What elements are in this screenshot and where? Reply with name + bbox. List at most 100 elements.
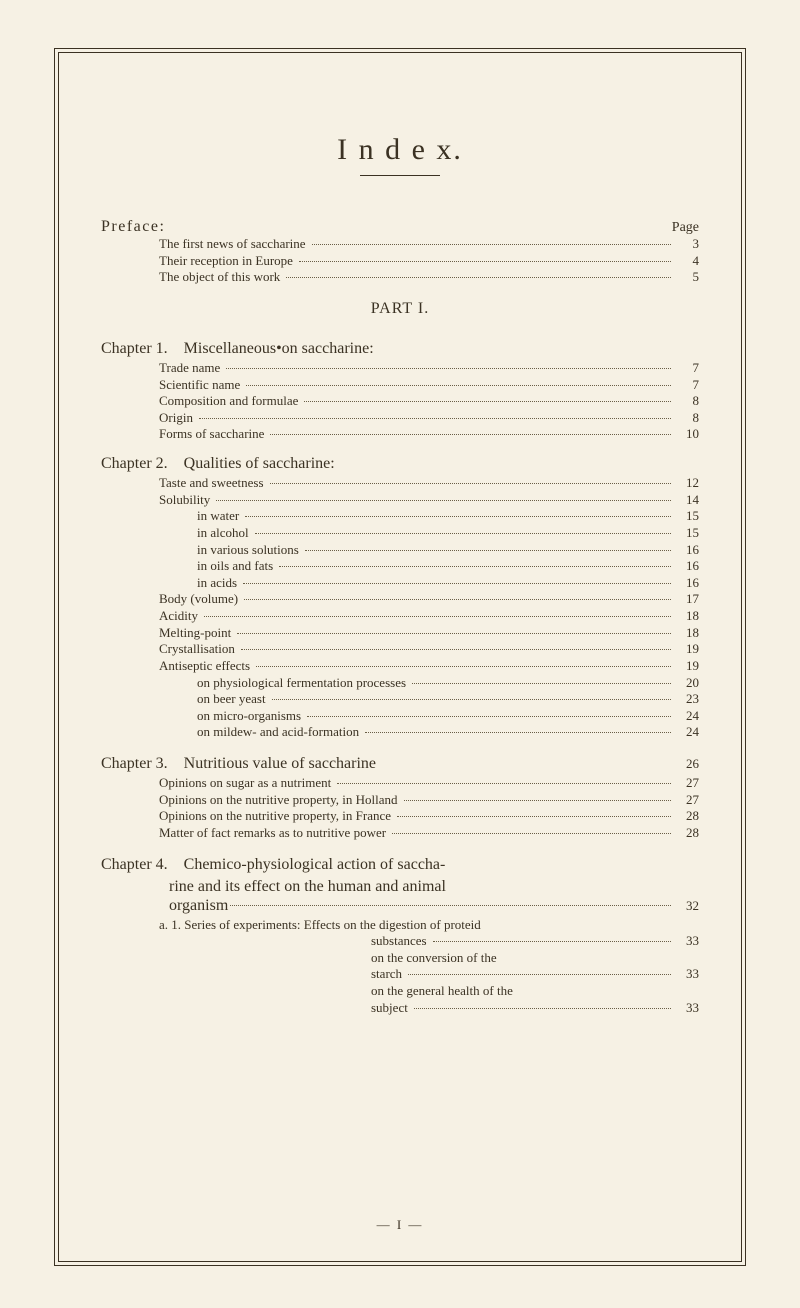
leader-line [237,633,671,634]
entry-text: on micro-organisms [197,708,305,725]
preface-entries: The first news of saccharine3Their recep… [101,236,699,286]
chapter-3-title: Nutritious value of saccharine [184,755,376,772]
leader-line [404,800,671,801]
leader-line [272,699,671,700]
preface-label: Preface: [101,218,165,236]
entry-text: in alcohol [197,525,253,542]
index-entry: Trade name7 [101,360,699,377]
index-entry: Melting-point18 [101,625,699,642]
leader-line [392,833,671,834]
chapter-2-entries: Taste and sweetness12Solubility14in wate… [101,475,699,741]
leader-line [270,434,671,435]
entry-text: on the conversion of the [371,950,501,967]
chapter-4-sub-entries: substances33on the conversion of thestar… [101,933,699,1016]
inner-frame: I n d e x. Preface: Page The first news … [58,52,742,1262]
leader-line [245,516,671,517]
chapter-1-label: Chapter 1. [101,340,168,357]
entry-text: starch [371,966,406,983]
entry-text: Crystallisation [159,641,239,658]
title-rule [360,175,440,176]
title-rule-wrap [101,175,699,176]
entry-page: 5 [673,269,699,286]
entry-page: 28 [673,825,699,842]
leader-line [243,583,671,584]
index-entry: Opinions on sugar as a nutriment27 [101,775,699,792]
entry-text: Trade name [159,360,224,377]
index-entry: on mildew- and acid-formation 24 [101,724,699,741]
index-title: I n d e x. [101,133,699,167]
index-entry: Matter of fact remarks as to nutritive p… [101,825,699,842]
leader-line [270,483,671,484]
index-entry: Their reception in Europe4 [101,253,699,270]
chapter-2-label: Chapter 2. [101,455,168,472]
entry-text: in oils and fats [197,558,277,575]
leader-line [241,649,671,650]
entry-text: in acids [197,575,241,592]
entry-page: 14 [673,492,699,509]
entry-page: 8 [673,393,699,410]
leader-line [304,401,671,402]
entry-page: 16 [673,575,699,592]
entry-page: 19 [673,658,699,675]
entry-text: Origin [159,410,197,427]
leader-line [414,1008,671,1009]
index-entry: The first news of saccharine3 [101,236,699,253]
entry-page: 15 [673,525,699,542]
entry-text: in various solutions [197,542,303,559]
entry-text: Opinions on sugar as a nutriment [159,775,335,792]
entry-text: Acidity [159,608,202,625]
leader-line [216,500,671,501]
index-entry: substances33 [101,933,699,950]
index-entry: Origin 8 [101,410,699,427]
entry-text: Solubility [159,492,214,509]
index-entry: starch33 [101,966,699,983]
chapter-1-title: Miscellaneous•on saccharine: [184,340,374,357]
entry-text: Composition and formulae [159,393,302,410]
index-entry: Opinions on the nutritive property, in H… [101,792,699,809]
chapter-2-title: Qualities of saccharine: [184,455,335,472]
index-entry: on beer yeast23 [101,691,699,708]
entry-page: 33 [673,933,699,950]
entry-text: Antiseptic effects [159,658,254,675]
chapter-3-page: 26 [673,756,699,772]
index-entry: Body (volume) 17 [101,591,699,608]
entry-page: 7 [673,377,699,394]
chapter-3-heading: Chapter 3. Nutritious value of saccharin… [101,755,699,773]
entry-page: 12 [673,475,699,492]
leader-line [307,716,671,717]
index-entry: on the general health of the [101,983,699,1000]
index-entry: Composition and formulae 8 [101,393,699,410]
chapter-4-line3: organism 32 [101,897,699,915]
leader-line [305,550,671,551]
leader-line [244,599,671,600]
entry-page: 24 [673,724,699,741]
entry-page: 3 [673,236,699,253]
entry-page: 33 [673,1000,699,1017]
index-entry: Crystallisation 19 [101,641,699,658]
entry-page: 8 [673,410,699,427]
chapter-4-line2: rine and its effect on the human and ani… [101,876,699,898]
entry-page: 17 [673,591,699,608]
preface-heading: Preface: Page [101,218,699,236]
entry-text: Their reception in Europe [159,253,297,270]
leader-line [312,244,671,245]
index-entry: Antiseptic effects 19 [101,658,699,675]
leader-line [397,816,671,817]
outer-frame: I n d e x. Preface: Page The first news … [54,48,746,1266]
entry-text: Taste and sweetness [159,475,268,492]
entry-text: on beer yeast [197,691,270,708]
chapter-1-heading: Chapter 1. Miscellaneous•on saccharine: [101,340,699,358]
entry-text: on mildew- and acid-formation [197,724,363,741]
entry-text: Forms of saccharine [159,426,268,443]
entry-page: 27 [673,792,699,809]
entry-page: 16 [673,542,699,559]
entry-text: Matter of fact remarks as to nutritive p… [159,825,390,842]
entry-text: Body (volume) [159,591,242,608]
index-entry: Scientific name7 [101,377,699,394]
chapter-4-page: 32 [673,898,699,914]
entry-page: 19 [673,641,699,658]
entry-page: 10 [673,426,699,443]
signature-mark: — I — [101,1217,699,1233]
chapter-2-heading: Chapter 2. Qualities of saccharine: [101,455,699,473]
index-entry: in various solutions 16 [101,542,699,559]
